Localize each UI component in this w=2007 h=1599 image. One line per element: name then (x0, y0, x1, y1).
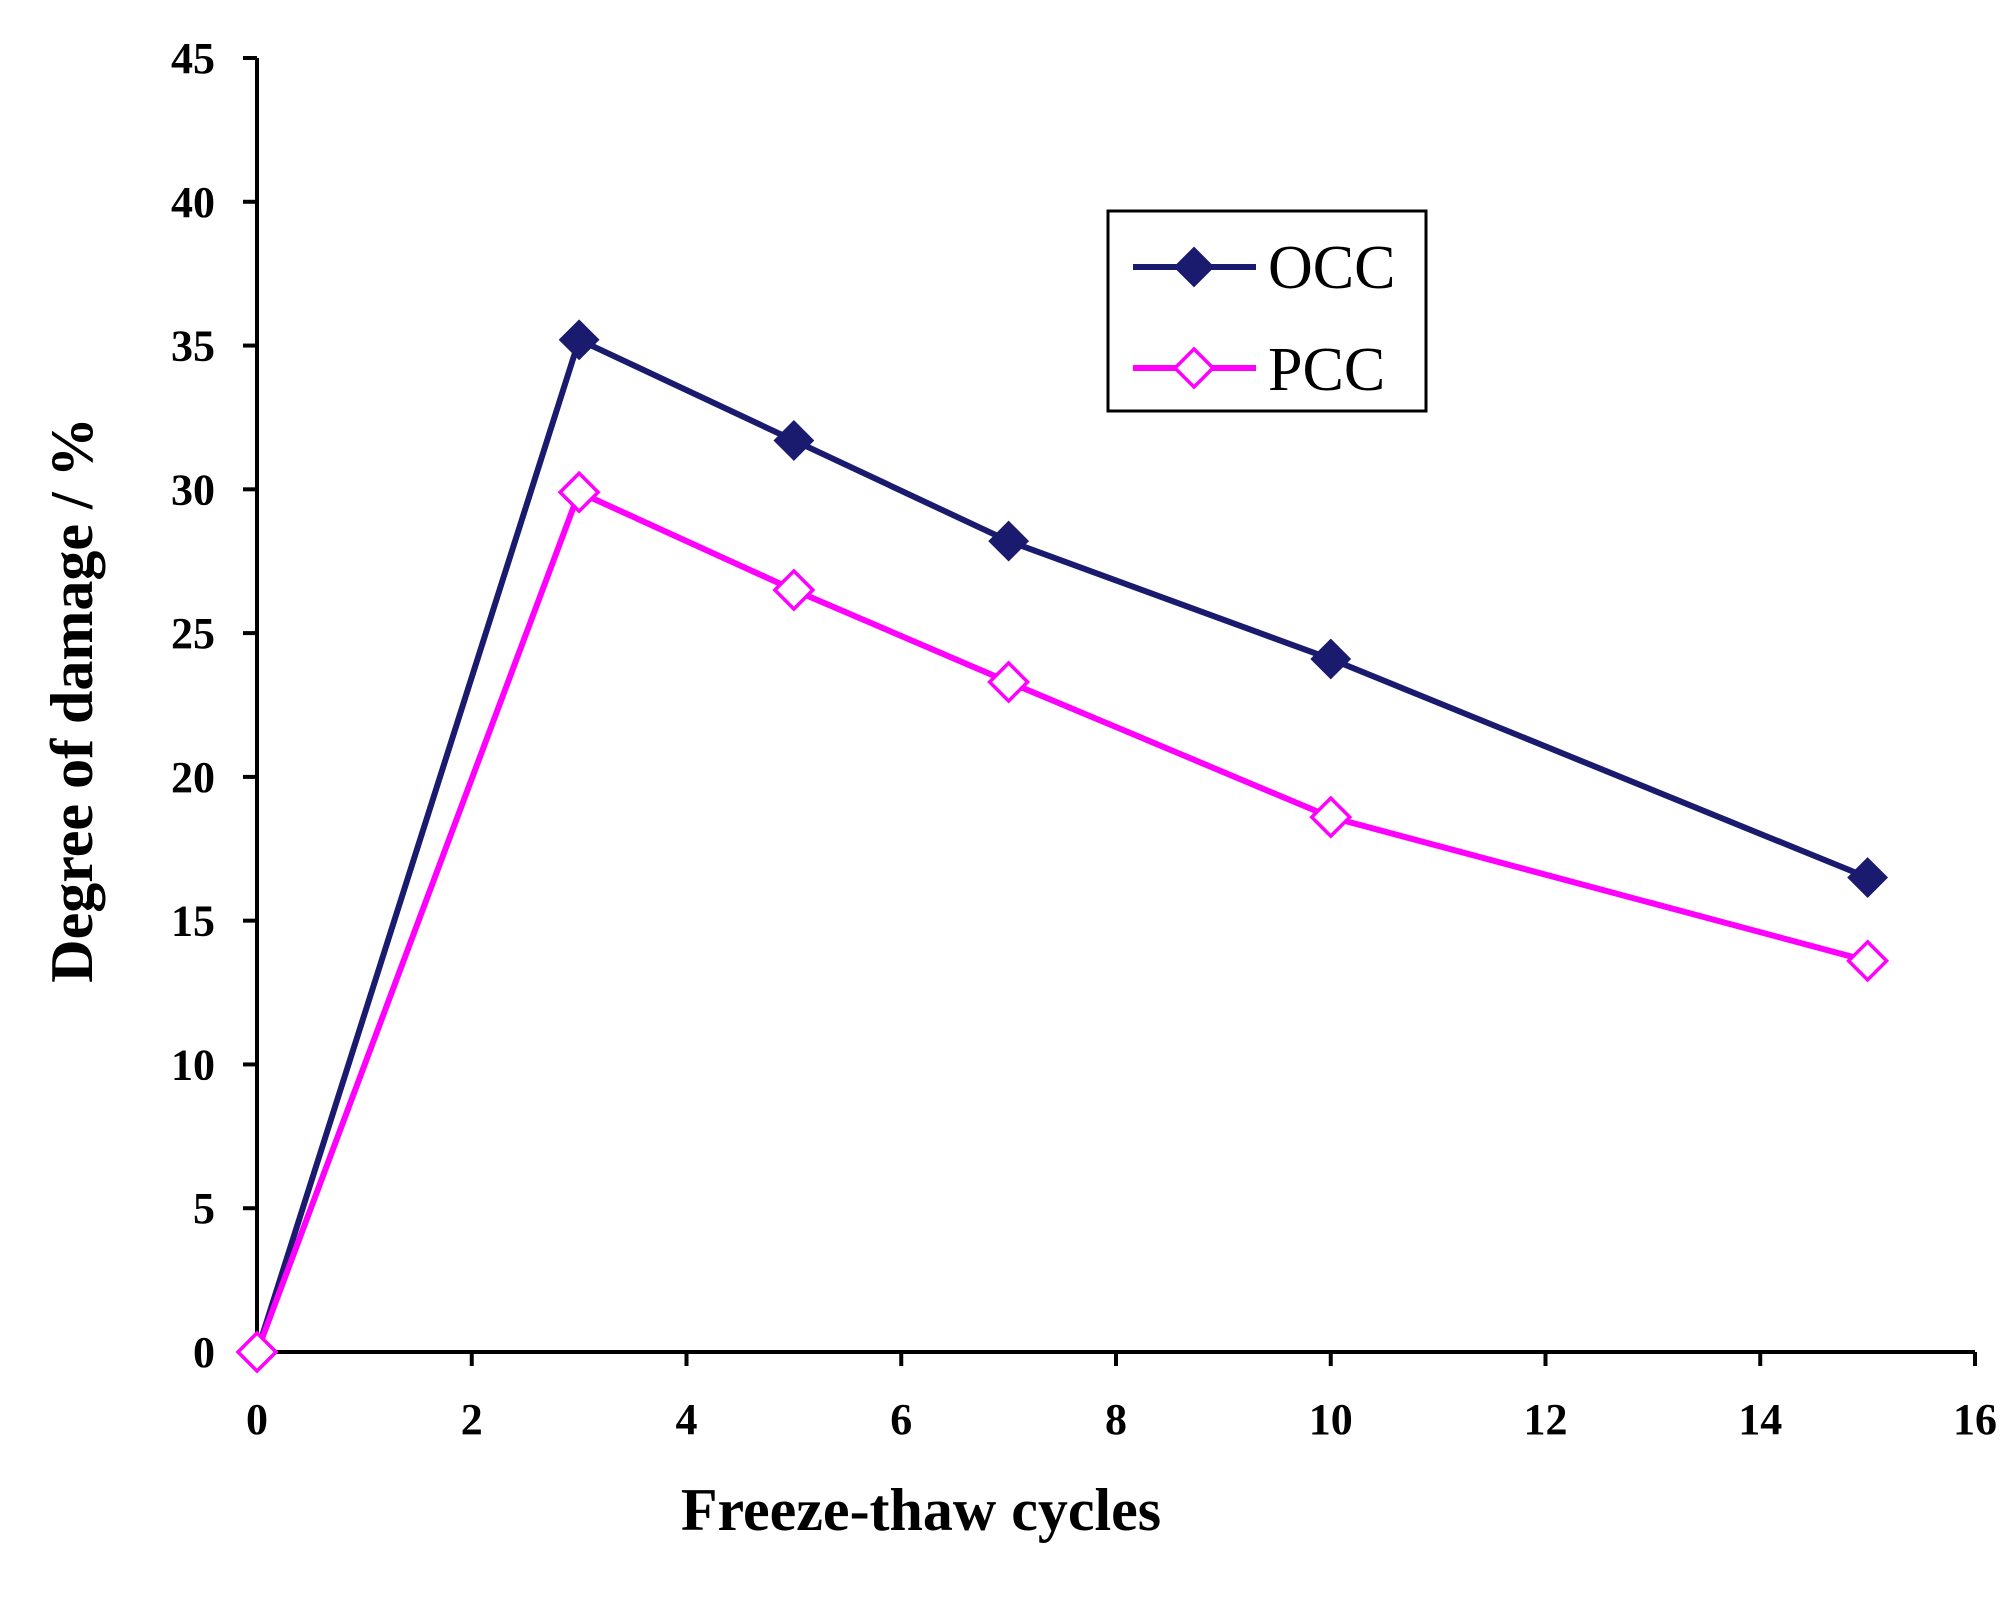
x-tick-label: 0 (246, 1395, 268, 1444)
legend-box (1106, 209, 1428, 413)
x-axis-title: Freeze-thaw cycles (681, 1477, 1161, 1543)
data-point-occ (773, 420, 815, 461)
legend-marker-pcc (1172, 346, 1216, 390)
x-tick-label: 4 (676, 1395, 698, 1444)
y-tick-label: 15 (171, 897, 215, 946)
legend-label-pcc: PCC (1268, 336, 1385, 404)
data-point-pcc (557, 470, 601, 514)
y-axis-title: Degree of damage / % (39, 417, 105, 982)
x-tick-label: 8 (1105, 1395, 1127, 1444)
y-tick-label: 25 (171, 609, 215, 658)
x-tick-label: 2 (461, 1395, 483, 1444)
data-point-occ (558, 319, 600, 361)
y-tick-label: 10 (171, 1040, 215, 1089)
x-tick-label: 16 (1953, 1395, 1997, 1444)
ticks: 0 5 10 15 20 25 30 35 40 45 0 2 4 6 8 10 12 14 16 (171, 34, 1997, 1444)
data-point-pcc (1846, 939, 1890, 983)
y-tick-label: 20 (171, 753, 215, 802)
y-tick-label: 0 (193, 1328, 215, 1377)
x-tick-label: 14 (1738, 1395, 1782, 1444)
series-line-occ (254, 336, 1869, 1353)
data-point-pcc (1309, 795, 1353, 839)
data-point-occ (988, 520, 1030, 562)
x-tick-label: 10 (1309, 1395, 1353, 1444)
x-tick-label: 6 (890, 1395, 912, 1444)
data-point-occ (1847, 857, 1889, 898)
series-lines (254, 336, 1869, 1354)
y-tick-label: 45 (171, 34, 215, 83)
y-tick-label: 40 (171, 178, 215, 227)
legend-marker-occ (1173, 246, 1215, 288)
legend: OCC PCC (1106, 209, 1428, 413)
series-line-pcc (254, 489, 1869, 1354)
y-tick-label: 30 (171, 465, 215, 514)
x-tick-label: 12 (1524, 1395, 1568, 1444)
data-point-pcc (772, 568, 816, 612)
data-point-occ (1310, 638, 1352, 680)
data-point-pcc (987, 660, 1031, 704)
legend-label-occ: OCC (1268, 234, 1395, 302)
series-markers (235, 319, 1890, 1374)
data-point-pcc (235, 1330, 279, 1374)
y-tick-label: 35 (171, 322, 215, 371)
y-tick-label: 5 (193, 1184, 215, 1233)
